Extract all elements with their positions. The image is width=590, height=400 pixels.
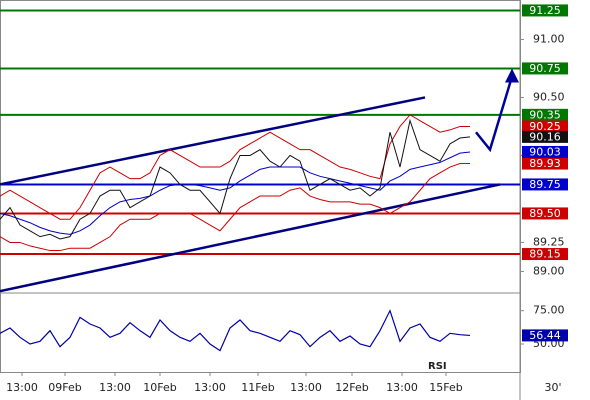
level-label-box xyxy=(522,62,568,75)
trendline xyxy=(0,96,426,186)
x-tick-label: 10Feb xyxy=(143,381,176,394)
y-tick-label: 90.50 xyxy=(533,90,565,103)
level-label-box xyxy=(522,108,568,121)
last-value-label: 89.93 xyxy=(529,157,561,170)
level-label: 90.35 xyxy=(529,108,561,121)
x-tick-label: 09Feb xyxy=(48,381,81,394)
level-label: 90.75 xyxy=(529,62,561,75)
y-tick-label: 89.25 xyxy=(533,235,565,248)
last-value-label-box xyxy=(522,145,568,158)
level-label-box xyxy=(522,207,568,220)
level-label-box xyxy=(522,178,568,191)
x-tick-label: 13:00 xyxy=(290,381,322,394)
series-line xyxy=(0,151,471,235)
series-line xyxy=(0,163,470,252)
last-value-label-box xyxy=(522,120,568,133)
y-tick-label: 89.00 xyxy=(533,264,565,277)
last-value-label: 56.44 xyxy=(529,329,561,342)
last-value-label: 90.25 xyxy=(529,120,561,133)
trendline xyxy=(0,183,501,293)
last-value-label: 90.03 xyxy=(529,145,561,158)
level-label: 89.75 xyxy=(529,178,561,191)
x-tick-label: 12Feb xyxy=(335,381,368,394)
series-line xyxy=(0,309,471,352)
level-label-box xyxy=(522,4,568,17)
x-tick-label: 13:00 xyxy=(386,381,418,394)
arrow-head xyxy=(505,68,519,83)
level-label-box xyxy=(522,248,568,261)
x-tick-label: 11Feb xyxy=(241,381,274,394)
panel-label: RSI xyxy=(428,361,447,372)
x-tick-label: 15Feb xyxy=(429,381,462,394)
level-label: 89.15 xyxy=(529,248,561,261)
timeframe: 30' xyxy=(544,381,561,394)
y-tick-label: 91.00 xyxy=(533,32,565,45)
y2-tick-label: 75.00 xyxy=(533,304,565,317)
projection-arrow xyxy=(475,76,514,153)
last-value-label-box xyxy=(522,157,568,170)
series-line xyxy=(0,114,470,220)
last-value-label: 90.16 xyxy=(529,130,561,143)
last-value-label-box xyxy=(522,130,568,143)
plot-frame xyxy=(0,0,521,373)
x-tick-label: 13:00 xyxy=(6,381,38,394)
x-tick-label: 13:00 xyxy=(194,381,226,394)
level-label: 89.50 xyxy=(529,207,561,220)
x-tick-label: 13:00 xyxy=(99,381,131,394)
series-line xyxy=(0,118,471,240)
last-value-label-box xyxy=(522,329,568,342)
level-label: 91.25 xyxy=(529,4,561,17)
